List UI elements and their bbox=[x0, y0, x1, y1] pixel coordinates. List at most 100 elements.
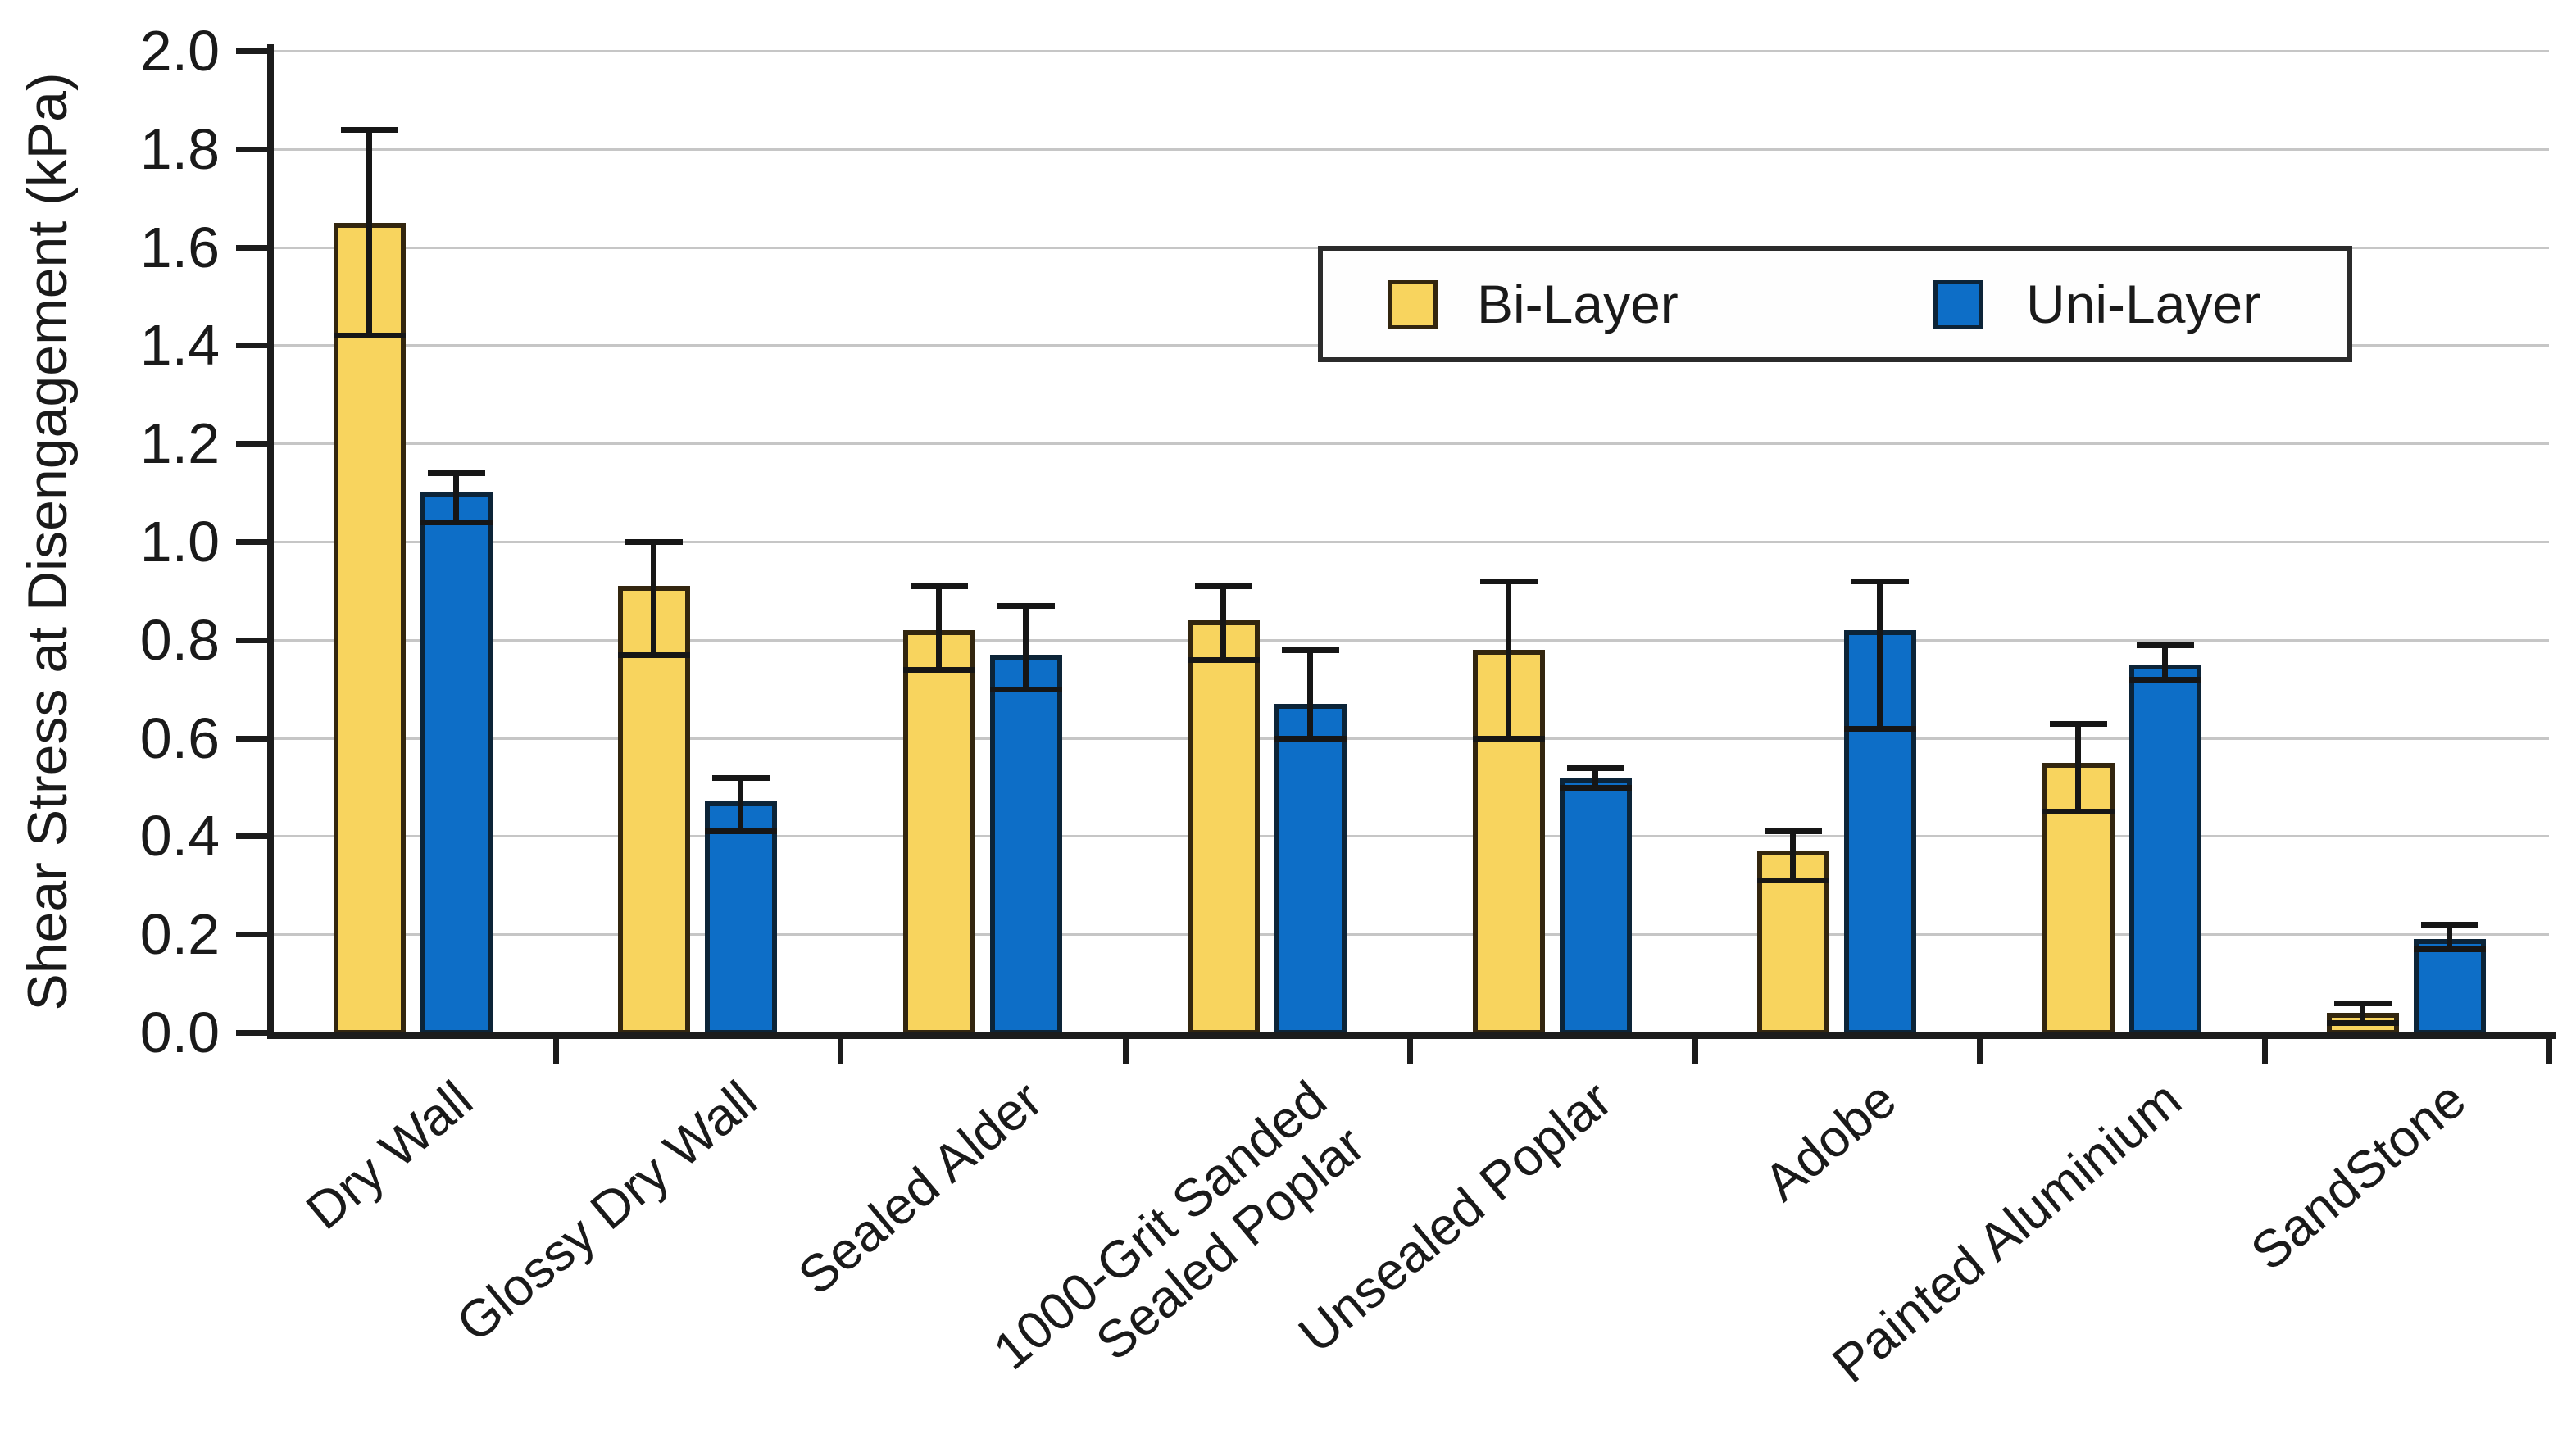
errorbar-cap-bottom-uni-layer-3 bbox=[1274, 735, 1347, 742]
errorbar-cap-top-bi-layer-2 bbox=[910, 583, 968, 589]
bar-uni-layer-4 bbox=[1559, 777, 1632, 1035]
errorbar-cap-top-bi-layer-0 bbox=[340, 126, 398, 133]
y-tick-label-0.8: 0.8 bbox=[139, 607, 220, 672]
errorbar-cap-top-bi-layer-1 bbox=[625, 539, 684, 545]
y-axis-title: Shear Stress at Disengagement (kPa) bbox=[16, 72, 79, 1011]
y-tick-0.0 bbox=[236, 1030, 270, 1036]
y-tick-label-0.4: 0.4 bbox=[139, 804, 220, 869]
errorbar-cap-bottom-bi-layer-2 bbox=[902, 666, 975, 673]
x-axis-line bbox=[267, 1032, 2556, 1039]
errorbar-line-uni-layer-0 bbox=[452, 473, 459, 523]
errorbar-cap-bottom-uni-layer-6 bbox=[2128, 676, 2201, 683]
bar-bi-layer-0 bbox=[333, 222, 406, 1035]
errorbar-cap-bottom-bi-layer-0 bbox=[333, 333, 406, 339]
errorbar-cap-top-bi-layer-6 bbox=[2049, 720, 2107, 727]
y-tick-0.6 bbox=[236, 735, 270, 742]
bar-uni-layer-7 bbox=[2414, 939, 2487, 1035]
y-tick-label-2.0: 2.0 bbox=[139, 19, 220, 83]
errorbar-cap-top-uni-layer-5 bbox=[1851, 578, 1910, 584]
gridline-y-1.2 bbox=[270, 442, 2549, 446]
gridline-y-1.8 bbox=[270, 147, 2549, 151]
y-tick-0.4 bbox=[236, 833, 270, 840]
gridline-y-2.0 bbox=[270, 50, 2549, 52]
errorbar-cap-top-bi-layer-4 bbox=[1479, 578, 1538, 584]
gridline-y-0.8 bbox=[270, 638, 2549, 642]
errorbar-cap-bottom-uni-layer-5 bbox=[1844, 725, 1917, 732]
bar-bi-layer-2 bbox=[902, 629, 975, 1035]
errorbar-line-uni-layer-2 bbox=[1022, 605, 1029, 689]
x-tick-8 bbox=[2546, 1039, 2552, 1064]
y-tick-label-1.2: 1.2 bbox=[139, 411, 220, 476]
bar-uni-layer-3 bbox=[1274, 703, 1347, 1035]
y-tick-1.0 bbox=[236, 539, 270, 545]
x-tick-1 bbox=[552, 1039, 559, 1064]
errorbar-cap-bottom-bi-layer-6 bbox=[2042, 809, 2115, 815]
y-axis-line bbox=[267, 44, 274, 1036]
errorbar-cap-bottom-uni-layer-4 bbox=[1559, 784, 1632, 791]
errorbar-cap-top-bi-layer-5 bbox=[1765, 828, 1823, 835]
y-tick-label-0.2: 0.2 bbox=[139, 902, 220, 967]
errorbar-cap-bottom-bi-layer-4 bbox=[1472, 735, 1545, 742]
errorbar-cap-bottom-uni-layer-7 bbox=[2414, 946, 2487, 953]
errorbar-cap-bottom-uni-layer-0 bbox=[420, 520, 493, 526]
errorbar-line-bi-layer-6 bbox=[2074, 723, 2081, 812]
errorbar-line-uni-layer-4 bbox=[1592, 767, 1598, 787]
legend-label-uni-layer: Uni-Layer bbox=[2026, 274, 2261, 334]
errorbar-line-bi-layer-2 bbox=[935, 585, 942, 669]
y-tick-2.0 bbox=[236, 48, 270, 54]
y-tick-1.4 bbox=[236, 343, 270, 349]
errorbar-line-uni-layer-7 bbox=[2447, 924, 2453, 950]
errorbar-line-bi-layer-1 bbox=[651, 542, 657, 655]
legend-label-bi-layer: Bi-Layer bbox=[1477, 274, 1679, 334]
errorbar-line-bi-layer-3 bbox=[1220, 585, 1227, 660]
errorbar-cap-top-uni-layer-4 bbox=[1566, 765, 1624, 771]
y-tick-label-0.0: 0.0 bbox=[139, 1001, 220, 1064]
x-tick-2 bbox=[838, 1039, 843, 1064]
x-tick-7 bbox=[2261, 1039, 2268, 1064]
y-tick-1.2 bbox=[236, 441, 270, 447]
errorbar-cap-bottom-uni-layer-2 bbox=[989, 686, 1062, 692]
errorbar-line-uni-layer-5 bbox=[1877, 580, 1883, 728]
legend-swatch-uni-layer bbox=[1933, 280, 1983, 329]
errorbar-cap-top-uni-layer-0 bbox=[427, 470, 485, 477]
x-tick-4 bbox=[1407, 1039, 1413, 1064]
y-tick-1.6 bbox=[236, 244, 270, 251]
legend: Bi-Layer Uni-Layer bbox=[1318, 246, 2352, 362]
errorbar-cap-bottom-bi-layer-7 bbox=[2327, 1020, 2400, 1027]
errorbar-cap-bottom-bi-layer-1 bbox=[618, 651, 691, 658]
errorbar-cap-top-uni-layer-1 bbox=[712, 774, 770, 781]
errorbar-line-uni-layer-3 bbox=[1307, 649, 1314, 738]
errorbar-cap-bottom-bi-layer-3 bbox=[1188, 656, 1261, 663]
errorbar-cap-bottom-uni-layer-1 bbox=[705, 828, 778, 835]
errorbar-cap-top-bi-layer-7 bbox=[2334, 1001, 2392, 1007]
y-tick-label-1.0: 1.0 bbox=[139, 510, 220, 574]
errorbar-line-uni-layer-1 bbox=[738, 777, 744, 832]
bar-uni-layer-2 bbox=[989, 654, 1062, 1035]
gridline-y-0.4 bbox=[270, 835, 2549, 838]
bar-uni-layer-6 bbox=[2128, 664, 2201, 1035]
y-tick-label-1.8: 1.8 bbox=[139, 116, 220, 181]
x-tick-3 bbox=[1122, 1039, 1129, 1064]
errorbar-line-bi-layer-7 bbox=[2360, 1003, 2366, 1023]
errorbar-cap-top-uni-layer-2 bbox=[997, 602, 1055, 609]
legend-swatch-bi-layer bbox=[1388, 280, 1438, 329]
errorbar-cap-top-bi-layer-3 bbox=[1195, 583, 1253, 589]
x-tick-6 bbox=[1977, 1039, 1983, 1064]
y-tick-label-1.4: 1.4 bbox=[139, 313, 220, 378]
errorbar-cap-bottom-bi-layer-5 bbox=[1757, 878, 1830, 884]
y-tick-0.2 bbox=[236, 932, 270, 938]
gridline-y-1.0 bbox=[270, 541, 2549, 543]
y-tick-1.8 bbox=[236, 146, 270, 152]
y-tick-label-1.6: 1.6 bbox=[139, 215, 220, 279]
bar-bi-layer-1 bbox=[618, 585, 691, 1035]
errorbar-line-uni-layer-6 bbox=[2161, 644, 2168, 679]
bar-bi-layer-3 bbox=[1188, 619, 1261, 1035]
gridline-y-0.2 bbox=[270, 933, 2549, 937]
errorbar-cap-top-uni-layer-6 bbox=[2136, 642, 2194, 648]
bar-uni-layer-1 bbox=[705, 801, 778, 1035]
errorbar-cap-top-uni-layer-3 bbox=[1282, 647, 1340, 653]
errorbar-line-bi-layer-4 bbox=[1505, 580, 1511, 738]
y-tick-label-0.6: 0.6 bbox=[139, 706, 220, 770]
